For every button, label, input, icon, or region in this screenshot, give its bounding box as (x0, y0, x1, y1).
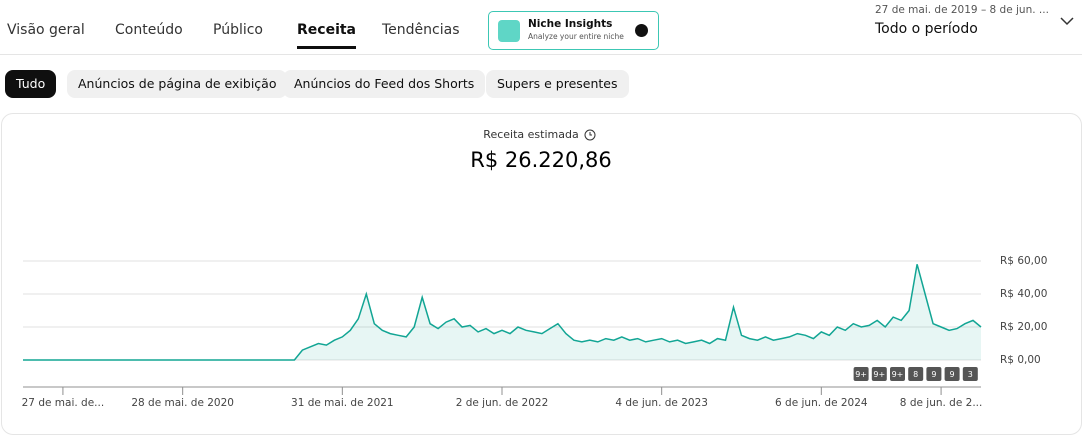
event-badge (908, 367, 924, 381)
tab[interactable]: Tendências (382, 22, 460, 38)
niche-title: Niche Insights (528, 18, 613, 30)
event-badge-label: 3 (968, 370, 973, 379)
y-tick-label: R$ 40,00 (1000, 288, 1047, 300)
event-badge-label: 9 (931, 370, 936, 379)
x-tick-label: 28 de mai. de 2020 (131, 397, 234, 409)
x-tick-label: 6 de jun. de 2024 (775, 397, 868, 409)
event-badge (926, 367, 942, 381)
line (23, 264, 982, 361)
chip[interactable]: Supers e presentes (486, 70, 629, 98)
x-tick-label: 2 de jun. de 2022 (456, 397, 549, 409)
chip[interactable]: Anúncios de página de exibição (67, 70, 288, 98)
event-badge (890, 367, 905, 381)
event-badge (853, 367, 869, 381)
niche-badge (635, 24, 648, 37)
dropdown-arrow[interactable] (1060, 16, 1074, 26)
y-tick-label: R$ 20,00 (1000, 321, 1047, 333)
niche-icon (498, 20, 520, 42)
chart-total: R$ 26.220,86 (470, 148, 612, 172)
event-badge-label: 9 (950, 370, 955, 379)
x-tick-label: 27 de mai. de... (22, 397, 105, 409)
event-badge-label: 8 (913, 370, 918, 379)
x-tick-label: 4 de jun. de 2023 (615, 397, 708, 409)
date-range: 27 de mai. de 2019 – 8 de jun. ... (875, 4, 1049, 16)
tab[interactable]: Conteúdo (115, 22, 183, 38)
niche-button[interactable]: Niche Insights Analyze your entire niche (488, 11, 659, 50)
page: Visão geral Conteúdo Público Receita Ten… (0, 4, 1082, 435)
event-badge-label: 9+ (855, 370, 867, 379)
divider (0, 54, 1082, 55)
clock-icon (584, 129, 596, 141)
tab-active[interactable]: Receita (297, 22, 357, 49)
chart: Receita estimada R$ 26.220,86 R$ 0,00 R$ … (22, 128, 1048, 409)
event-badge-label: 9+ (873, 370, 885, 379)
area (23, 264, 981, 360)
event-badge-label: 9+ (892, 370, 904, 379)
event-badge (944, 367, 960, 381)
chip-active[interactable]: Tudo (5, 70, 57, 98)
date-period[interactable]: Todo o período (875, 21, 978, 37)
y-tick-label: R$ 60,00 (1000, 255, 1047, 267)
chip[interactable]: Anúncios do Feed dos Shorts (283, 70, 486, 98)
tab[interactable]: Visão geral (7, 22, 85, 38)
chart-title: Receita estimada (483, 128, 578, 141)
x-tick-label: 31 de mai. de 2021 (291, 397, 394, 409)
y-tick-label: R$ 0,00 (1000, 354, 1041, 366)
tab[interactable]: Público (213, 22, 263, 38)
x-tick-label: 8 de jun. de 2... (900, 397, 983, 409)
event-badge (871, 367, 887, 381)
niche-subtitle: Analyze your entire niche (528, 32, 624, 41)
event-badge (962, 367, 978, 381)
